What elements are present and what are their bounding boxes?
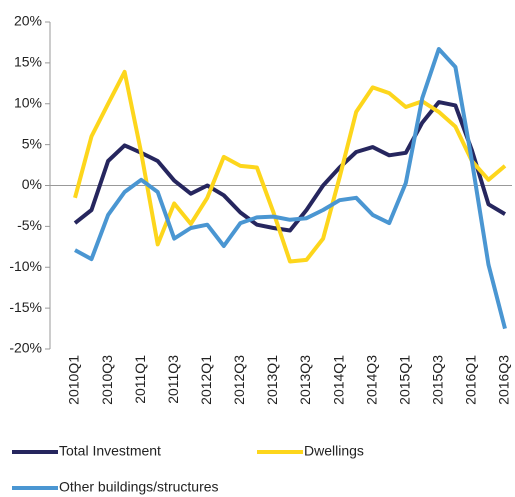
- x-tick-label: 2010Q1: [66, 355, 82, 405]
- y-tick-label: -20%: [9, 340, 42, 356]
- legend-label: Other buildings/structures: [59, 479, 219, 495]
- x-tick-label: 2016Q1: [463, 355, 479, 405]
- x-tick-label: 2015Q1: [396, 355, 412, 405]
- y-tick-label: -10%: [9, 258, 42, 274]
- y-tick-label: 20%: [14, 13, 42, 29]
- x-tick-label: 2011Q3: [165, 355, 181, 404]
- y-tick-label: -5%: [17, 217, 42, 233]
- x-tick-label: 2013Q3: [297, 355, 313, 405]
- x-tick-label: 2014Q3: [363, 355, 379, 405]
- series-line: [74, 47, 507, 330]
- series-line: [73, 100, 507, 233]
- x-tick-label: 2015Q3: [430, 355, 446, 405]
- x-tick-label: 2016Q3: [496, 355, 512, 405]
- x-tick-label: 2012Q1: [198, 355, 214, 405]
- legend-label: Total Investment: [59, 443, 161, 459]
- x-tick-label: 2012Q3: [231, 355, 247, 405]
- y-tick-label: 10%: [14, 94, 42, 110]
- x-tick-label: 2011Q1: [132, 355, 148, 404]
- x-tick-label: 2013Q1: [264, 355, 280, 405]
- y-tick-label: 5%: [22, 135, 42, 151]
- y-tick-label: -15%: [9, 299, 42, 315]
- y-tick-label: 15%: [14, 54, 42, 70]
- series-line: [73, 69, 507, 264]
- y-tick-label: 0%: [22, 176, 42, 192]
- x-tick-label: 2014Q1: [330, 355, 346, 405]
- legend-label: Dwellings: [304, 443, 364, 459]
- x-tick-label: 2010Q3: [99, 355, 115, 405]
